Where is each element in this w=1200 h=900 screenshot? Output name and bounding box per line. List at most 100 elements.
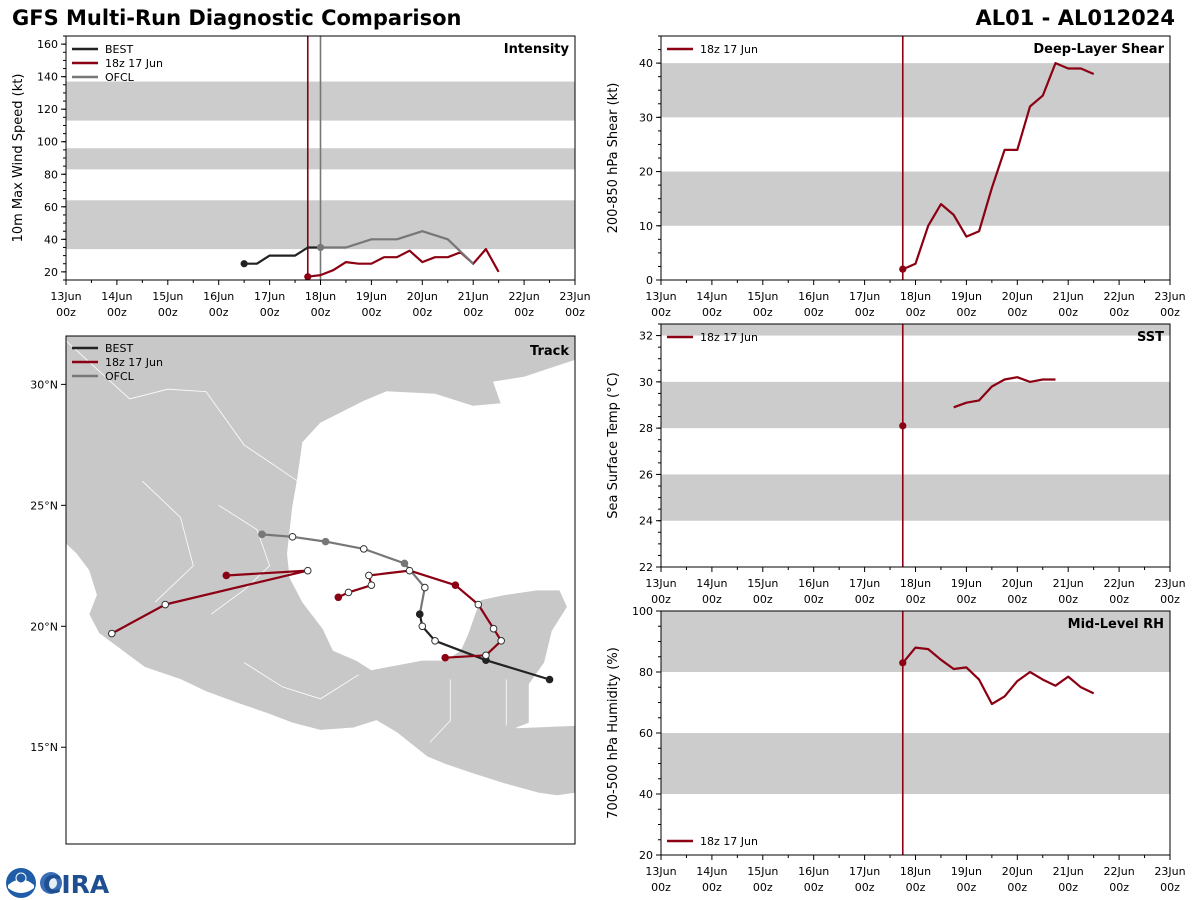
track-point-ofcl [288,532,297,541]
x-tick-label: 00z [209,306,229,319]
y-tick-label: 60 [44,201,58,214]
x-tick-label: 00z [1007,306,1027,319]
x-tick-label: 00z [702,881,722,894]
x-tick-label: 00z [1058,881,1078,894]
track-point-run [441,653,450,662]
x-tick-label: 19Jun [951,290,982,303]
y-tick-label: 80 [639,666,653,679]
state-border [429,679,451,743]
x-tick-label: 00z [1109,881,1129,894]
band-1 [661,381,1170,429]
x-tick-label: 00z [855,593,875,606]
x-tick-label: 00z [957,306,977,319]
x-tick-label: 18Jun [900,865,931,878]
x-tick-label: 20Jun [1002,290,1033,303]
track-point-ofcl [258,530,266,539]
track-point-run [365,571,373,580]
x-tick-label: 16Jun [798,290,829,303]
y-tick-label: 140 [37,71,58,84]
x-tick-label: 00z [1109,593,1129,606]
y-tick-label: 30 [639,111,653,124]
x-tick-label: 22Jun [1104,290,1135,303]
series-line-run [901,646,1095,706]
track-point-run [222,571,231,580]
x-tick-label: 13Jun [645,577,676,590]
y-tick-label: 32 [639,330,653,343]
x-tick-label: 23Jun [559,290,590,303]
x-tick-label: 00z [1109,306,1129,319]
x-tick-label: 16Jun [798,577,829,590]
track-point-run [489,624,498,633]
chart-sst: 13Jun 00z 14Jun 00z 15Jun 00z 16Jun 00z 17Jun 00z… [606,323,1186,606]
y-tick-label: 80 [44,168,58,181]
lat-tick-label: 30°N [30,378,58,391]
y-tick-label: 30 [639,376,653,389]
x-tick-label: 00z [804,306,824,319]
track-point-run [451,581,460,589]
x-tick-label: 00z [753,593,773,606]
track-point-run [303,566,312,575]
series-start-point-best [240,260,248,268]
chart-shear: 13Jun 00z 14Jun 00z 15Jun 00z 16Jun 00z 17Jun 00z… [606,35,1186,319]
x-tick-label: 00z [412,306,432,319]
x-tick-label: 15Jun [747,577,778,590]
x-tick-label: 14Jun [101,290,132,303]
track-point-run [161,600,170,609]
x-tick-label: 17Jun [849,577,880,590]
track-point-run [108,629,116,638]
lat-tick-label: 15°N [30,741,58,754]
x-tick-label: 00z [107,306,127,319]
x-tick-label: 23Jun [1154,290,1185,303]
track-point-best [431,637,439,645]
x-tick-label: 15Jun [152,290,183,303]
track-point-run [367,581,376,589]
x-tick-label: 21Jun [1053,865,1084,878]
y-tick-label: 40 [639,788,653,801]
state-border [210,504,271,615]
legend-label: BEST [105,43,133,56]
x-tick-label: 00z [906,881,926,894]
x-tick-label: 20Jun [1002,865,1033,878]
x-tick-label: 13Jun [645,290,676,303]
x-tick-label: 14Jun [696,290,727,303]
track-point-ofcl [421,583,429,592]
legend-label: OFCL [105,370,135,383]
track-point-run [334,593,343,602]
x-tick-label: 00z [158,306,178,319]
x-tick-label: 00z [702,306,722,319]
plot-frame [660,323,1171,568]
x-tick-label: 00z [1160,306,1180,319]
state-border [66,340,298,482]
page-title: GFS Multi-Run Diagnostic Comparison [12,6,462,30]
y-tick-label: 22 [639,561,653,574]
chart-rh: 13Jun 00z 14Jun 00z 15Jun 00z 16Jun 00z 17Jun 00z… [606,605,1186,894]
x-tick-label: 00z [804,593,824,606]
y-axis-label: 10m Max Wind Speed (kt) [11,74,26,243]
x-tick-label: 00z [753,881,773,894]
y-tick-label: 20 [639,849,653,862]
y-tick-label: 0 [646,274,653,287]
x-tick-label: 00z [1058,593,1078,606]
x-tick-label: 20Jun [407,290,438,303]
x-tick-label: 18Jun [900,290,931,303]
x-tick-label: 00z [514,306,534,319]
legend-label: 18z 17 Jun [700,331,758,344]
x-tick-label: 00z [804,881,824,894]
series-line-ofcl [320,230,474,265]
panel-title: Deep-Layer Shear [1033,42,1164,57]
x-tick-label: 00z [260,306,280,319]
x-tick-label: 23Jun [1154,865,1185,878]
x-tick-label: 14Jun [696,577,727,590]
x-tick-label: 19Jun [951,865,982,878]
series-line-run [953,376,1056,409]
noaa-cira-logo: CIRA [6,868,110,899]
y-tick-label: 40 [44,233,58,246]
band-0 [661,171,1170,226]
x-tick-label: 00z [1007,593,1027,606]
x-tick-label: 00z [311,306,331,319]
x-tick-label: 18Jun [900,577,931,590]
track-line-run [111,569,309,635]
x-tick-label: 00z [651,593,671,606]
panel-title: Mid-Level RH [1068,617,1164,632]
